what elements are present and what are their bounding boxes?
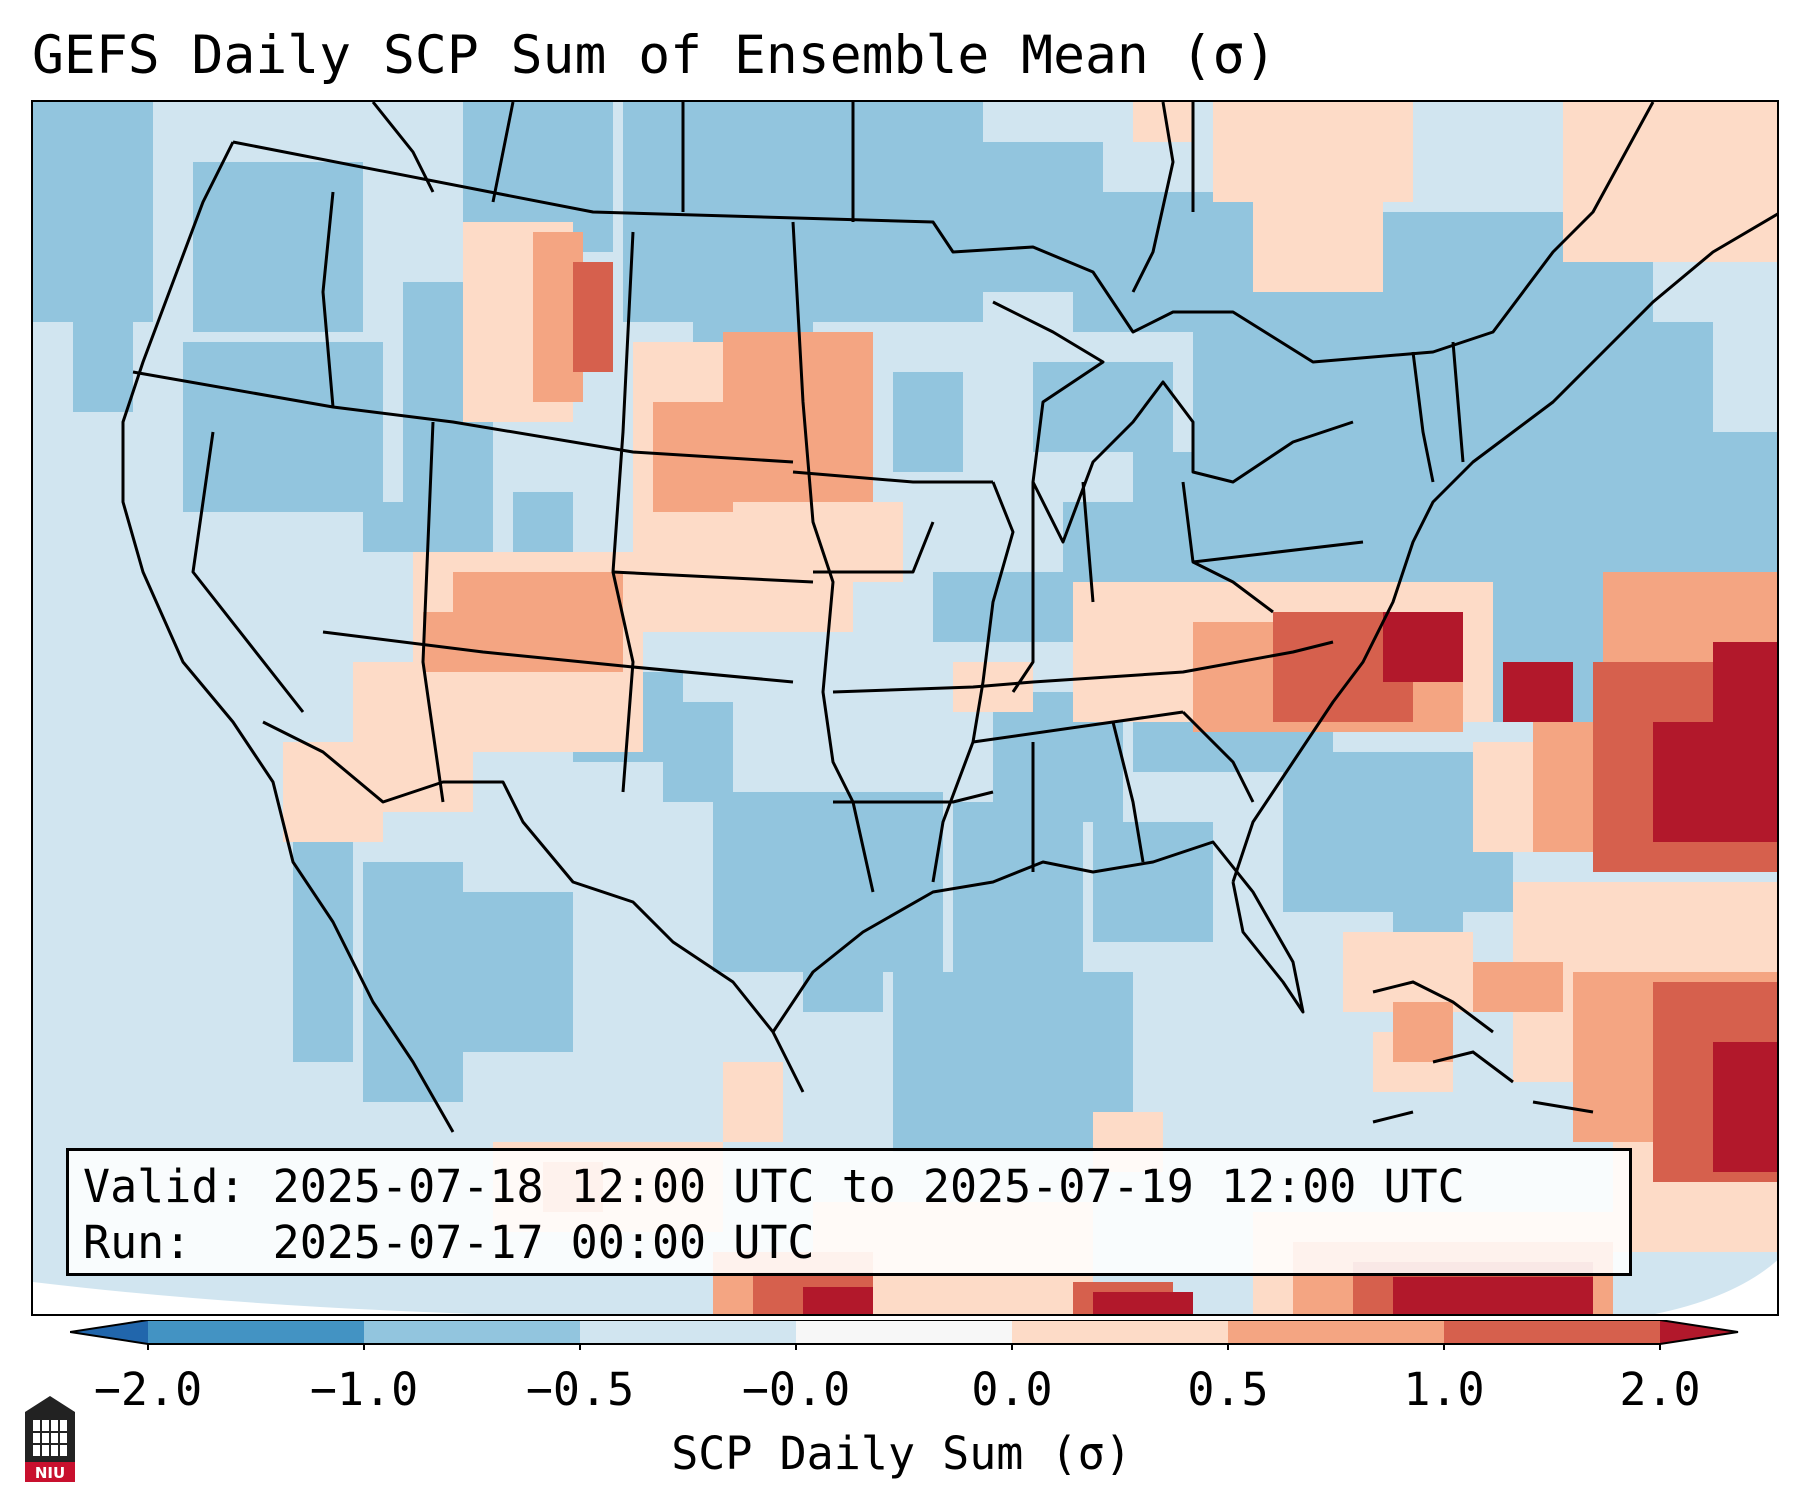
positive-anomaly-max-regions (803, 612, 1777, 1314)
valid-run-info-box: Valid: 2025-07-18 12:00 UTC to 2025-07-1… (66, 1148, 1632, 1276)
logo-text: NIU (35, 1464, 65, 1482)
niu-logo-icon: NIU (25, 1396, 75, 1482)
valid-label: Valid: (83, 1160, 246, 1213)
projection-edge-se (1654, 1260, 1777, 1314)
colorbar-tick-label: 2.0 (1619, 1363, 1701, 1416)
projection-edge-sw (33, 1282, 478, 1314)
caribbean-coastlines (1372, 980, 1594, 1124)
colorbar-segment-2 (364, 1320, 580, 1344)
run-label: Run: (83, 1216, 192, 1269)
run-value: 2025-07-17 00:00 UTC (272, 1216, 815, 1269)
colorbar-tick-label: 1.0 (1403, 1363, 1485, 1416)
colorbar-segment-3 (580, 1320, 796, 1344)
scp-map (31, 100, 1779, 1316)
map-title: GEFS Daily SCP Sum of Ensemble Mean (σ) (32, 25, 1277, 86)
valid-value: 2025-07-18 12:00 UTC to 2025-07-19 12:00… (272, 1160, 1465, 1213)
colorbar-segment-6 (1228, 1320, 1444, 1344)
colorbar-ticks (147, 1344, 1661, 1350)
colorbar-segment-4 (796, 1320, 1012, 1344)
colorbar-extend-high (1660, 1320, 1738, 1344)
colorbar-segment-7 (1444, 1320, 1660, 1344)
political-boundaries (121, 102, 1777, 1133)
colorbar-tick-label: 0.0 (971, 1363, 1053, 1416)
colorbar (70, 1320, 1739, 1350)
colorbar-segment-5 (1012, 1320, 1228, 1344)
negative-anomaly-regions (33, 102, 1777, 1152)
colorbar-segment-1 (148, 1320, 364, 1344)
colorbar-label: SCP Daily Sum (σ) (671, 1427, 1132, 1480)
colorbar-tick-label: −0.0 (741, 1363, 851, 1416)
map-canvas (33, 102, 1777, 1314)
colorbar-tick-label: −0.5 (525, 1363, 635, 1416)
colorbar-tick-label: 0.5 (1187, 1363, 1269, 1416)
colorbar-tick-label: −1.0 (309, 1363, 419, 1416)
colorbar-tick-label: −2.0 (93, 1363, 203, 1416)
colorbar-extend-low (70, 1320, 148, 1344)
